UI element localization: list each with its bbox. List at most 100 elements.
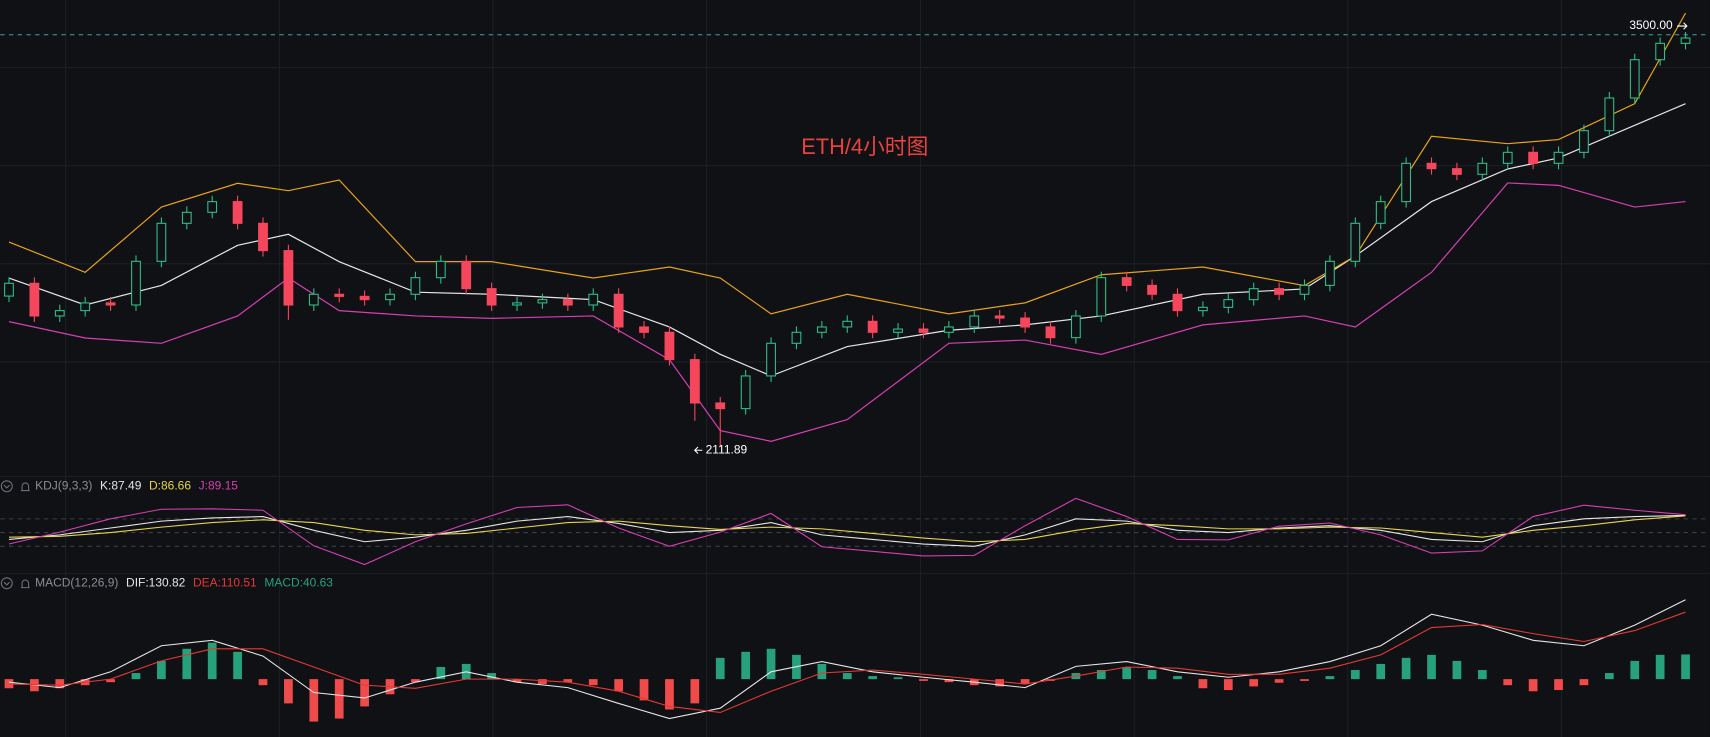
candle-body	[461, 260, 472, 290]
macd-icons[interactable]	[0, 577, 30, 590]
macd-bar	[1604, 673, 1614, 680]
indicator-label: MACD:40.63	[264, 575, 333, 589]
candle-body	[283, 250, 294, 306]
macd-bar	[4, 679, 14, 689]
macd-bar	[639, 679, 649, 701]
macd-bar	[436, 666, 446, 680]
macd-bar	[1350, 670, 1360, 680]
macd-bar	[512, 679, 522, 683]
low-arrow	[693, 446, 703, 454]
candle-body	[918, 328, 929, 333]
collapse-icon[interactable]	[0, 577, 13, 590]
macd-bar	[665, 679, 674, 710]
candle-body	[207, 201, 218, 213]
macd-bar	[487, 673, 496, 680]
kdj-icons[interactable]	[0, 480, 30, 493]
indicator-label: MACD(12,26,9)	[35, 575, 118, 589]
candle-body	[1502, 151, 1513, 164]
macd-bar	[766, 648, 776, 680]
candle-body	[1579, 130, 1589, 153]
macd-bar	[842, 673, 852, 680]
collapse-icon[interactable]	[0, 480, 13, 493]
indicator-line	[8, 497, 1686, 566]
macd-bar	[284, 679, 293, 704]
collapse-chevron	[3, 484, 10, 489]
macd-bar	[1554, 679, 1563, 691]
candle-body	[54, 310, 65, 317]
macd-bar	[182, 648, 192, 680]
alert-icon[interactable]	[20, 482, 30, 492]
candle-body	[181, 211, 192, 224]
candle-body	[435, 260, 446, 279]
candle-body	[537, 299, 548, 304]
price-arrow	[1677, 22, 1688, 30]
indicator-label: KDJ(9,3,3)	[35, 478, 92, 492]
macd-bar	[588, 679, 598, 686]
low-label: 2111.89	[706, 442, 748, 456]
macd-bar	[741, 651, 751, 680]
candle-body	[131, 260, 141, 306]
candle-body	[1248, 288, 1259, 301]
candle-body	[29, 282, 40, 317]
macd-bar	[919, 679, 928, 681]
candle-body	[1477, 162, 1488, 175]
candle-body	[486, 288, 497, 306]
candle-body	[385, 293, 395, 301]
macd-bar	[1274, 679, 1284, 683]
macd-bar	[1223, 679, 1233, 691]
macd-bar	[55, 679, 65, 689]
candle-body	[867, 320, 878, 333]
indicator-label: J:89.15	[199, 478, 239, 492]
macd-bar	[715, 657, 725, 680]
macd-bar	[1173, 676, 1182, 680]
alert-icon[interactable]	[20, 579, 30, 589]
candle-body	[1121, 277, 1132, 286]
candle-body	[308, 293, 319, 306]
indicator-label: D:86.66	[149, 478, 191, 492]
macd-bar	[690, 679, 700, 704]
candle-body	[664, 331, 675, 361]
macd-bar	[1477, 670, 1487, 680]
candle-body	[1655, 42, 1666, 61]
candle-body	[105, 302, 116, 306]
candle-body	[80, 302, 91, 312]
indicator-line	[8, 514, 1686, 547]
candle-body	[994, 315, 1005, 319]
macd-bar	[1503, 679, 1513, 686]
candle-body	[1375, 201, 1386, 224]
price-label: 3500.00	[1629, 18, 1673, 32]
candle-body	[410, 277, 421, 295]
candle-body	[842, 320, 853, 328]
indicator-line	[8, 611, 1686, 714]
macd-bar	[233, 651, 242, 680]
macd-bar	[944, 679, 954, 683]
candle-body	[1045, 326, 1056, 339]
candle-body	[893, 328, 903, 333]
candle-body	[1299, 284, 1310, 295]
bollinger-line	[8, 103, 1686, 377]
candle-body	[943, 326, 954, 333]
bollinger-line	[8, 12, 1687, 315]
candle-body	[334, 293, 345, 297]
candle-body	[1452, 168, 1462, 175]
candle-body	[1553, 151, 1564, 164]
macd-bar	[1655, 654, 1665, 680]
macd-bar	[817, 663, 827, 680]
macd-bar	[258, 679, 268, 686]
candle-body	[740, 375, 751, 410]
candle-body	[715, 402, 726, 410]
macd-bar	[157, 660, 166, 680]
macd-bar	[207, 642, 217, 680]
macd-bar	[360, 679, 369, 707]
macd-bar	[1147, 670, 1157, 680]
candle-body	[1223, 299, 1234, 308]
indicator-line	[8, 515, 1686, 543]
candle-body	[1020, 317, 1030, 328]
candle-body	[1426, 162, 1437, 170]
candle-body	[1147, 284, 1157, 295]
candle-body	[689, 359, 700, 404]
candle-body	[512, 302, 522, 306]
